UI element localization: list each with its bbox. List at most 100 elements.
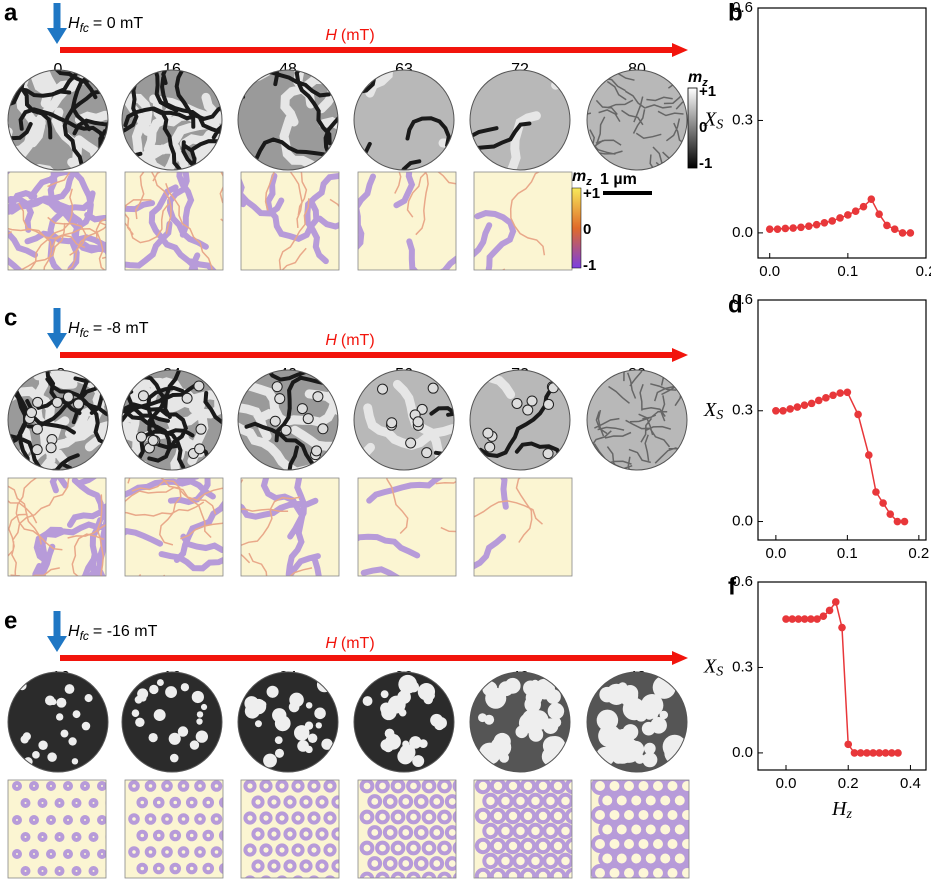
sim-bubble: [644, 794, 658, 808]
sim-bubble: [293, 845, 302, 854]
mfm-skyrmion: [61, 730, 69, 738]
mfm-bubble: [26, 408, 36, 418]
mfm-skyrmion: [623, 724, 639, 740]
mfm-bubble: [272, 382, 282, 392]
y-axis-label: XS: [703, 108, 723, 133]
y-tick-label: 0.3: [732, 658, 753, 675]
data-point: [860, 203, 868, 211]
sim-bubble: [484, 825, 496, 837]
mfm-skyrmion: [165, 686, 177, 698]
sim-bubble: [269, 861, 278, 870]
sim-bubble: [188, 799, 196, 807]
sim-bubble: [666, 779, 680, 793]
sim-bubble: [499, 795, 511, 807]
sim-background: [8, 780, 106, 878]
mfm-skyrmion: [56, 713, 63, 720]
x-tick-label: 0.2: [908, 545, 929, 562]
data-point: [794, 403, 802, 411]
data-point: [886, 510, 894, 518]
sim-bubble: [416, 827, 427, 838]
mfm-skyrmion: [196, 718, 202, 724]
sim-bubble: [171, 799, 179, 807]
x-tick-label: 0.0: [759, 263, 780, 280]
y-axis-label-sub: S: [716, 118, 723, 133]
mfm-skyrmion: [72, 758, 78, 764]
field-symbol: H: [325, 27, 337, 44]
data-point: [805, 222, 813, 230]
sim-bubble: [492, 810, 504, 822]
mfm-bubble: [63, 392, 73, 402]
field-symbol: H: [325, 332, 337, 349]
sim-bubble: [138, 799, 146, 807]
sim-bubble: [99, 851, 105, 857]
sim-bubble: [108, 800, 114, 806]
data-point: [872, 488, 880, 496]
sim-bubble: [629, 823, 643, 837]
mfm-bubble: [281, 425, 291, 435]
mfm-skyrmion: [181, 683, 189, 691]
mfm-skyrmion: [314, 708, 326, 720]
sim-bubble: [362, 843, 373, 854]
sim-bubble: [325, 781, 334, 790]
sim-bubble: [163, 848, 171, 856]
mfm-skyrmion: [617, 739, 641, 763]
sim-bubble: [629, 852, 643, 866]
sim-bubble: [301, 861, 310, 870]
sim-bubble: [484, 855, 496, 867]
sim-bubble: [147, 782, 155, 790]
data-point: [899, 229, 907, 237]
mfm-skyrmion: [275, 749, 284, 758]
mfm-skyrmion: [157, 679, 164, 686]
sim-bubble: [477, 840, 489, 852]
data-point: [779, 407, 787, 415]
mfm-bubble: [46, 443, 56, 453]
sim-bubble: [622, 779, 636, 793]
mfm-bubble: [485, 442, 495, 452]
sim-bubble: [285, 797, 294, 806]
sim-bubble: [499, 825, 511, 837]
mfm-bubble: [413, 417, 423, 427]
mfm-bubble: [32, 445, 42, 455]
sim-bubble: [74, 834, 80, 840]
mfm-skyrmion: [598, 725, 621, 748]
sim-bubble: [188, 832, 196, 840]
x-axis-label-symbol: H: [831, 798, 848, 820]
mfm-skyrmion: [642, 722, 656, 736]
sim-bubble: [23, 868, 29, 874]
mfm-skyrmion: [434, 720, 444, 730]
hfc-text: = -16 mT: [93, 623, 158, 640]
mfm-bubble: [512, 398, 522, 408]
sim-bubble: [317, 797, 326, 806]
sim-bubble: [514, 795, 526, 807]
colorbar-tick-label: -1: [699, 155, 712, 172]
mfm-skyrmion: [154, 709, 166, 721]
mfm-skyrmion: [418, 683, 435, 700]
sim-bubble: [163, 815, 171, 823]
sim-bubble: [574, 855, 586, 867]
colorbar-tick-label: +1: [583, 185, 600, 202]
sim-bubble: [377, 843, 388, 854]
sim-bubble: [529, 855, 541, 867]
sim-bubble: [507, 810, 519, 822]
mfm-skyrmion: [479, 743, 501, 765]
mfm-skyrmion: [245, 704, 260, 719]
mfm-bubble: [73, 399, 83, 409]
x-tick-label: 0.1: [837, 545, 858, 562]
sim-bubble: [637, 808, 651, 822]
sim-bubble: [522, 870, 534, 882]
mfm-bubble: [428, 383, 438, 393]
sim-bubble: [245, 813, 254, 822]
colorbar-simulation: [572, 188, 581, 268]
sim-bubble: [341, 781, 350, 790]
sim-bubble: [439, 781, 450, 792]
sim-bubble: [608, 808, 622, 822]
sim-bubble: [574, 795, 586, 807]
sim-bubble: [514, 855, 526, 867]
sim-bubble: [514, 825, 526, 837]
sim-bubble: [559, 825, 571, 837]
sim-bubble: [529, 825, 541, 837]
sim-bubble: [74, 868, 80, 874]
mfm-image: [8, 672, 108, 772]
sim-bubble: [416, 858, 427, 869]
mfm-skyrmion: [190, 740, 199, 749]
